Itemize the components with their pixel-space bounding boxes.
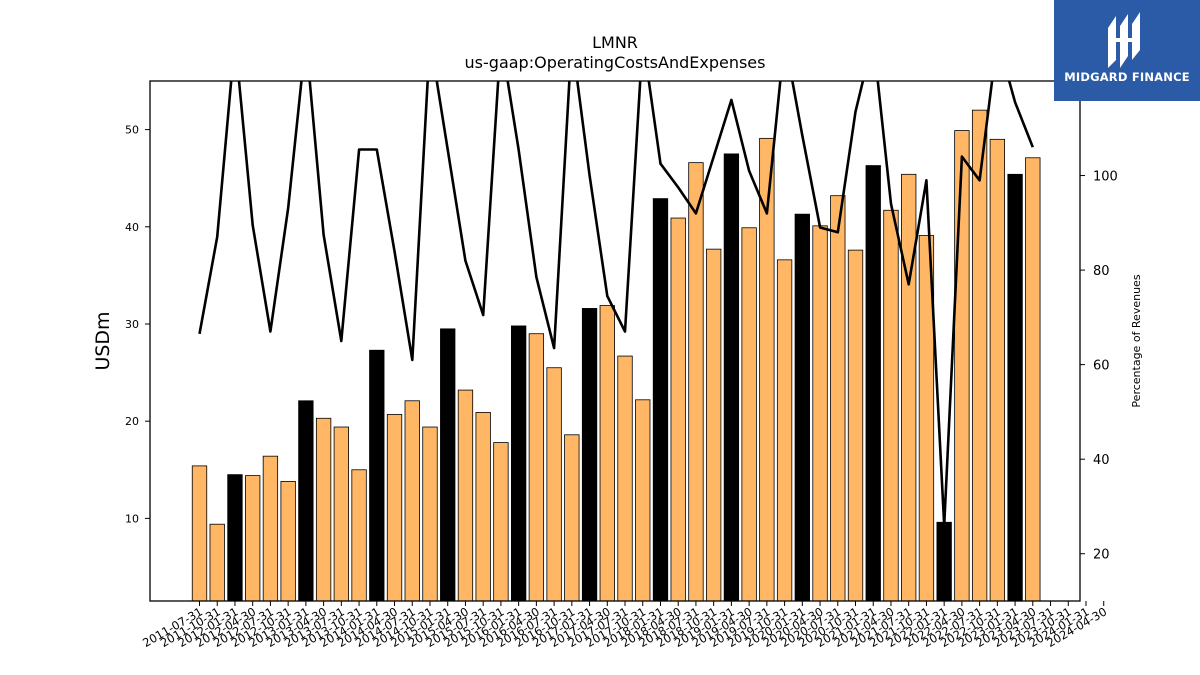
y2-tick-label: 20 xyxy=(1093,548,1110,563)
bar xyxy=(954,130,970,602)
bar xyxy=(936,521,952,602)
bar xyxy=(227,474,243,602)
bar xyxy=(315,417,332,602)
bar xyxy=(280,481,296,602)
y-tick-label: 20 xyxy=(125,415,139,428)
y-tick-label: 10 xyxy=(125,512,139,525)
bar xyxy=(812,225,828,602)
plot-frame xyxy=(149,80,1081,602)
bar xyxy=(262,455,279,602)
bar xyxy=(1025,157,1041,602)
bar xyxy=(209,523,225,602)
bar xyxy=(457,389,474,602)
axes: 1020304050204060801002011-07-312011-10-3… xyxy=(125,80,1118,650)
chart-title: LMNR xyxy=(592,33,638,52)
bar xyxy=(528,333,545,602)
bar xyxy=(564,434,580,602)
bar xyxy=(422,426,438,602)
chart-subtitle: us-gaap:OperatingCostsAndExpenses xyxy=(465,53,766,72)
bar xyxy=(191,465,208,602)
bar xyxy=(245,475,261,602)
bar xyxy=(776,259,793,602)
bar xyxy=(688,162,704,602)
bar xyxy=(404,400,420,602)
bar xyxy=(510,325,527,602)
bar xyxy=(298,400,314,602)
bar xyxy=(883,209,899,602)
bar xyxy=(706,248,722,602)
bar xyxy=(617,355,633,602)
bar xyxy=(333,426,349,602)
bar xyxy=(794,213,810,602)
bar xyxy=(493,442,509,602)
brand-name: MIDGARD FINANCE xyxy=(1064,70,1190,84)
bar xyxy=(475,412,491,602)
y-axis-label: USDm xyxy=(92,311,114,370)
brand-logo: MIDGARD FINANCE xyxy=(1054,0,1200,101)
bar xyxy=(989,138,1005,602)
bar xyxy=(635,399,651,602)
bar xyxy=(546,367,562,602)
y2-tick-label: 60 xyxy=(1093,359,1110,374)
bar xyxy=(652,198,669,602)
bar xyxy=(581,308,598,602)
bar xyxy=(901,173,917,602)
y-tick-label: 40 xyxy=(125,221,139,234)
bar xyxy=(369,349,385,602)
bar xyxy=(865,165,881,602)
bar xyxy=(971,109,988,602)
bar xyxy=(830,195,846,602)
bar xyxy=(599,305,615,602)
y-tick-label: 30 xyxy=(125,318,139,331)
series-line xyxy=(198,81,1035,527)
bar xyxy=(386,413,403,602)
midgard-logo-icon xyxy=(1108,12,1140,68)
bar xyxy=(440,328,456,602)
y2-tick-label: 100 xyxy=(1093,170,1118,185)
bar xyxy=(1007,173,1023,602)
y2-axis-label: Percentage of Revenues xyxy=(1130,274,1143,407)
bar xyxy=(723,153,740,602)
bar xyxy=(351,469,367,602)
line-group xyxy=(198,81,1035,527)
y-tick-label: 50 xyxy=(125,124,139,137)
y2-tick-label: 40 xyxy=(1093,453,1110,468)
bar xyxy=(670,217,686,602)
y2-tick-label: 80 xyxy=(1093,264,1110,279)
bar xyxy=(847,249,864,602)
bar xyxy=(741,227,757,602)
